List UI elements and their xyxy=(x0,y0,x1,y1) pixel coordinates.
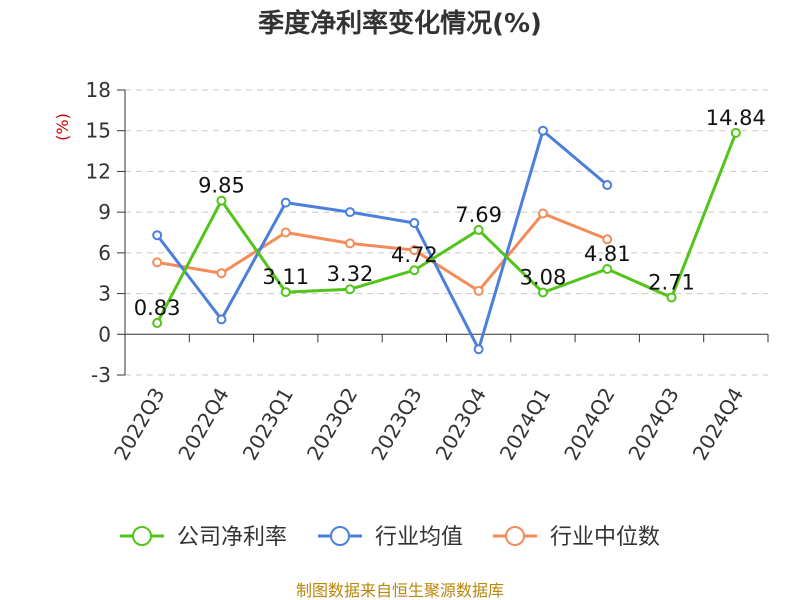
x-tick-label: 2024Q2 xyxy=(559,384,619,465)
y-tick-label: 18 xyxy=(86,78,111,102)
series-1-point xyxy=(537,125,548,136)
data-labels: 0.83 9.85 3.11 3.32 4.72 7.69 3.08 4.81 2.71 14.8… xyxy=(134,106,766,320)
source-note: 制图数据来自恒生聚源数据库 xyxy=(296,581,504,600)
x-tick-label: 2024Q4 xyxy=(688,384,748,465)
y-tick-label: -3 xyxy=(91,363,111,387)
y-tick-label: 15 xyxy=(86,119,111,143)
y-axis-unit: (%) xyxy=(53,113,72,141)
legend-marker-2 xyxy=(505,526,525,546)
data-label: 4.81 xyxy=(584,242,631,266)
series-0-point xyxy=(537,287,548,298)
data-label: 2.71 xyxy=(648,271,695,295)
series-line-1 xyxy=(155,129,609,351)
grid-lines xyxy=(125,89,768,376)
chart-title: 季度净利率变化情况(%) xyxy=(258,8,542,39)
series-0-point xyxy=(473,224,484,235)
x-tick-label: 2023Q2 xyxy=(302,384,362,465)
series-1-point xyxy=(345,207,356,218)
series-1-point xyxy=(152,230,163,241)
data-label: 3.32 xyxy=(327,262,374,286)
y-tick-label: 3 xyxy=(98,282,111,306)
series-2-point xyxy=(216,268,227,279)
x-tick-label: 2023Q3 xyxy=(366,384,426,465)
series-0-point xyxy=(345,284,356,295)
series-0-point xyxy=(666,292,677,303)
legend-marker-0 xyxy=(132,526,152,546)
series-0-point xyxy=(280,287,291,298)
legend-label: 行业均值 xyxy=(375,525,463,550)
y-tick-label: 12 xyxy=(86,159,111,183)
series-0-point xyxy=(409,265,420,276)
series-line-2 xyxy=(156,212,608,293)
series-1-point xyxy=(473,344,484,355)
series-1-point xyxy=(602,180,613,190)
axes xyxy=(124,90,768,375)
data-label: 3.08 xyxy=(520,265,567,289)
y-axis-ticks: -3 0 3 6 9 12 15 18 xyxy=(86,78,125,387)
series-2-point xyxy=(152,257,163,268)
data-label: 4.72 xyxy=(391,243,438,267)
series-0-point xyxy=(602,264,613,275)
x-tick-label: 2022Q4 xyxy=(173,384,233,465)
x-tick-label: 2023Q4 xyxy=(431,384,491,465)
legend-marker-1 xyxy=(330,526,350,546)
series-2-point xyxy=(409,245,420,256)
data-label: 3.11 xyxy=(262,265,309,289)
series-2-point xyxy=(280,227,291,238)
series-1-point xyxy=(216,314,227,325)
legend-label: 行业中位数 xyxy=(550,525,660,550)
y-tick-label: 9 xyxy=(98,200,111,224)
series-0-point xyxy=(152,318,163,329)
legend-label: 公司净利率 xyxy=(177,525,287,550)
series-line-0 xyxy=(155,132,738,324)
series-0-point xyxy=(216,195,227,206)
data-label: 9.85 xyxy=(198,174,245,198)
series-1-point xyxy=(409,218,420,228)
series-group xyxy=(152,125,741,355)
data-label: 0.83 xyxy=(134,296,181,320)
legend: 公司净利率 行业均值 行业中位数 xyxy=(120,525,660,550)
data-label: 14.84 xyxy=(706,106,766,130)
x-tick-label: 2024Q3 xyxy=(623,384,683,465)
series-2-point xyxy=(537,208,548,219)
series-0-point xyxy=(730,127,741,138)
x-tick-label: 2024Q1 xyxy=(495,384,555,465)
y-tick-label: 0 xyxy=(98,322,111,346)
x-tick-label: 2022Q3 xyxy=(109,384,169,465)
y-tick-label: 6 xyxy=(98,241,111,265)
series-2-point xyxy=(473,285,484,296)
series-2-point xyxy=(602,234,613,245)
data-label: 7.69 xyxy=(455,203,502,227)
x-tick-label: 2023Q1 xyxy=(238,384,298,465)
x-axis-ticks: 2022Q3 2022Q4 2023Q1 2023Q2 2023Q3 2023Q4 2024… xyxy=(109,334,769,465)
series-1-point xyxy=(280,197,291,208)
series-2-point xyxy=(345,238,356,249)
